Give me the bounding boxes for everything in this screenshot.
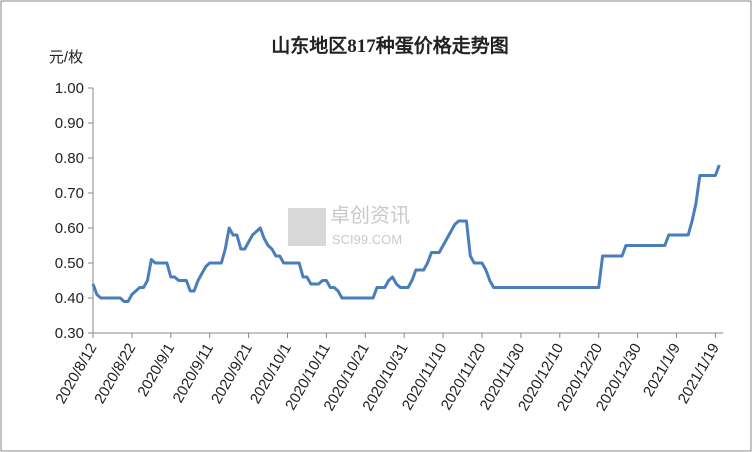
watermark: 卓创资讯 SCI99.COM — [288, 204, 410, 247]
y-tick-label: 0.30 — [55, 325, 84, 342]
y-tick-label: 0.60 — [55, 220, 84, 237]
watermark-logo — [288, 208, 326, 246]
y-tick-label: 0.70 — [55, 185, 84, 202]
watermark-text: 卓创资讯 — [330, 204, 410, 227]
line-series — [91, 164, 721, 303]
chart-title: 山东地区817种蛋价格走势图 — [271, 34, 509, 57]
y-tick-label: 0.50 — [55, 255, 84, 272]
y-tick-label: 0.80 — [55, 150, 84, 167]
y-axis-label: 元/枚 — [49, 49, 83, 66]
y-tick-label: 0.40 — [55, 290, 84, 307]
watermark-text: SCI99.COM — [332, 232, 402, 247]
y-tick-label: 1.00 — [55, 80, 84, 97]
y-tick-label: 0.90 — [55, 115, 84, 132]
